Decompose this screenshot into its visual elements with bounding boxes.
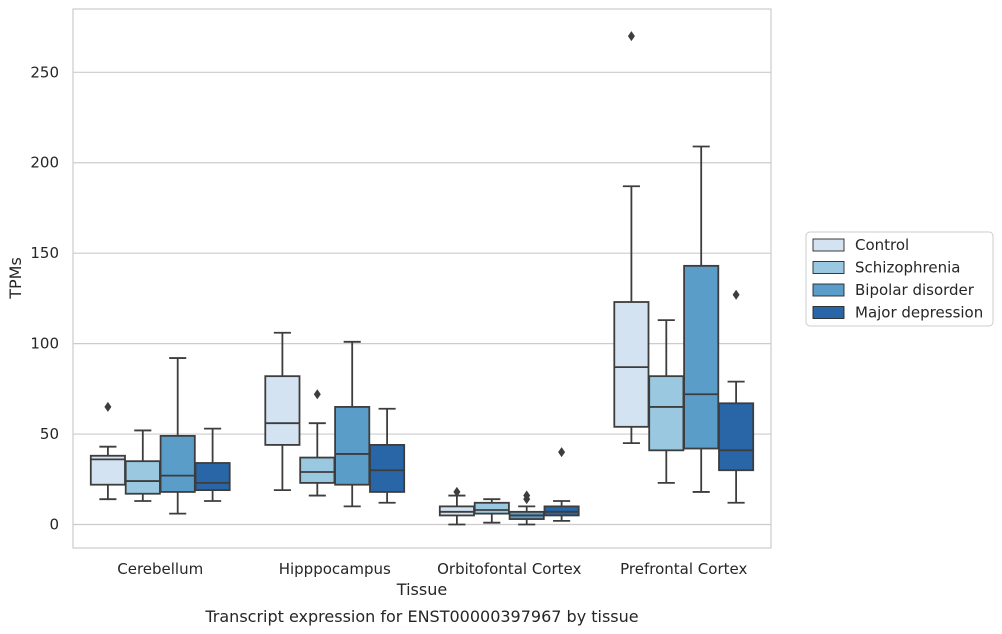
y-tick-labels: 0 50 100 150 200 250 (30, 63, 59, 533)
outlier-point (627, 31, 635, 42)
box (438, 486, 475, 526)
box (89, 401, 126, 501)
legend-swatch (812, 261, 845, 274)
legend-label: Bipolar disorder (855, 281, 975, 299)
box (543, 447, 580, 522)
box (613, 31, 650, 444)
legend-entries: Control Schizophrenia Bipolar disorder Majo… (812, 236, 983, 322)
legend-label: Major depression (855, 304, 983, 322)
box-body (194, 462, 231, 492)
box (648, 319, 685, 484)
plot-frame (72, 8, 772, 549)
box (508, 490, 545, 526)
box-body (543, 505, 580, 517)
outlier-point (558, 447, 566, 458)
legend-frame (805, 231, 994, 327)
box (473, 498, 510, 524)
y-tick-label: 150 (30, 244, 59, 262)
y-tick-label: 200 (30, 154, 59, 172)
box-body (613, 301, 650, 428)
box-body (473, 501, 510, 515)
box-body (369, 444, 406, 493)
box-body (334, 406, 371, 486)
legend-swatch (812, 306, 845, 319)
figure-caption: Transcript expression for ENST0000039796… (204, 607, 638, 626)
box (299, 389, 336, 497)
box-body (438, 505, 475, 517)
legend-label: Control (855, 236, 909, 254)
box (194, 427, 231, 502)
y-axis-title: TPMs (6, 257, 25, 300)
x-tick-label: Cerebellum (117, 560, 203, 578)
box-body (124, 460, 161, 495)
box (718, 289, 755, 504)
box (334, 340, 371, 508)
x-tick-label: Hipppocampus (279, 560, 391, 578)
outlier-point (104, 401, 112, 412)
box-body (648, 375, 685, 452)
outlier-point (313, 389, 321, 400)
x-tick-labels: Cerebellum Hipppocampus Orbitofontal Corte… (117, 560, 747, 578)
y-tick-label: 0 (49, 515, 59, 533)
legend: Control Schizophrenia Bipolar disorder Majo… (805, 231, 994, 327)
legend-swatch (812, 283, 845, 297)
outlier-point (523, 490, 531, 501)
box (124, 429, 161, 502)
legend-swatch (812, 238, 845, 252)
box (264, 331, 301, 492)
box (159, 357, 196, 515)
box-body (264, 375, 301, 446)
x-tick-label: Orbitofontal Cortex (437, 560, 581, 578)
outlier-point (453, 486, 461, 497)
box-body (299, 456, 336, 484)
legend-label: Schizophrenia (855, 259, 960, 277)
box-body (159, 434, 196, 493)
box-series (89, 31, 755, 526)
grid-lines (73, 71, 771, 526)
outlier-point (732, 289, 740, 300)
box (369, 407, 406, 504)
x-tick-label: Prefrontal Cortex (620, 560, 747, 578)
x-axis-title: Tissue (396, 580, 447, 599)
box-body (718, 402, 755, 472)
y-tick-label: 250 (30, 63, 59, 81)
y-tick-label: 50 (40, 425, 59, 443)
y-tick-label: 100 (30, 335, 59, 353)
box (683, 145, 720, 493)
box-body (683, 264, 720, 450)
